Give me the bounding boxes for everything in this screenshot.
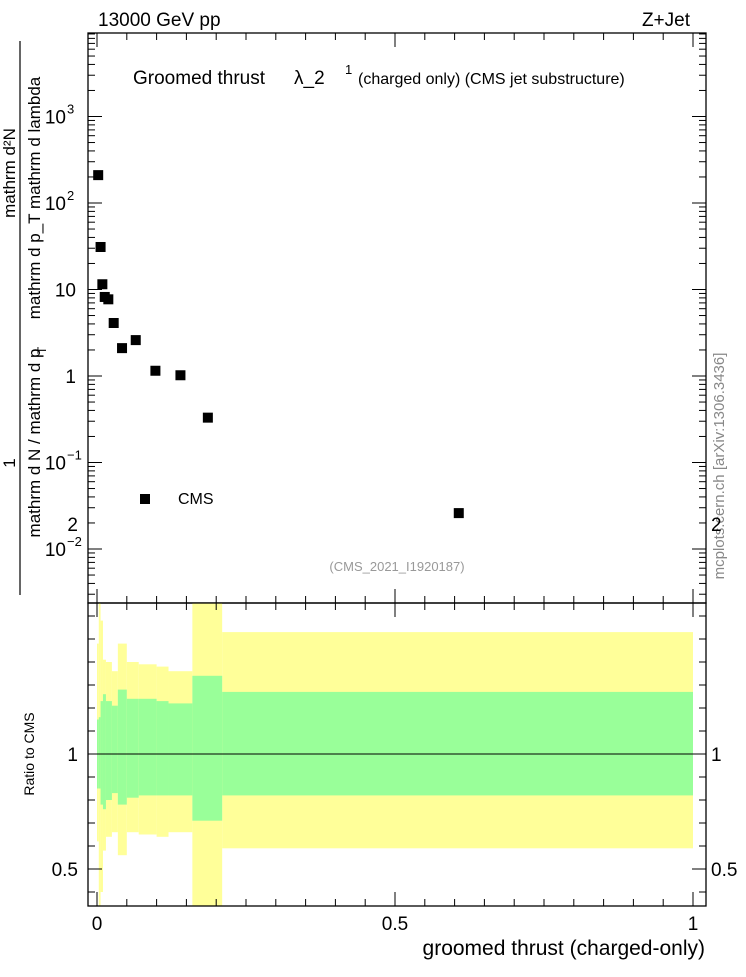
y-tick-label-exponent: 3 [67, 102, 74, 117]
data-point [93, 170, 104, 181]
y-label-denominator-left: mathrm d N / mathrm d p [25, 349, 44, 538]
header-right: Z+Jet [642, 10, 691, 31]
stat-band [102, 694, 106, 810]
y-tick-label: 10 [45, 454, 66, 475]
legend-marker-cms [140, 494, 150, 504]
stat-band [168, 703, 193, 796]
ratio-y-tick-label-right: 1 [711, 745, 722, 766]
y-label-numerator-bottom: mathrm d p_T mathrm d lambda [25, 76, 44, 319]
side-label: mcplots.cern.ch [arXiv:1306.3436] [711, 353, 728, 580]
ratio-y-tick-label-left: 2 [67, 515, 78, 536]
stat-band [138, 698, 157, 796]
x-tick-label: 1 [688, 914, 699, 935]
y-label-one: 1 [0, 458, 19, 467]
data-points [93, 170, 464, 519]
stat-band [100, 701, 103, 805]
stat-band [105, 701, 112, 800]
legend-label-cms: CMS [178, 491, 214, 508]
stat-band [222, 691, 693, 796]
x-tick-label: 0 [92, 914, 103, 935]
y-tick-label: 10 [45, 194, 66, 215]
ratio-y-tick-label-right: 0.5 [711, 860, 737, 881]
data-point [453, 508, 464, 519]
analysis-id: (CMS_2021_I1920187) [329, 559, 464, 574]
y-tick-label-exponent: 2 [67, 188, 74, 203]
ratio-x-axis: 0 0.5 1 [92, 603, 699, 935]
stat-band [111, 705, 118, 794]
stat-band [117, 689, 127, 805]
main-plot-frame [87, 32, 707, 604]
stat-band [98, 717, 101, 789]
plot-title-sup: 1 [345, 62, 352, 77]
y-tick-label-exponent: −1 [67, 448, 82, 463]
y-tick-label-exponent: −2 [67, 534, 82, 549]
stat-band [192, 675, 223, 821]
data-point [95, 241, 106, 252]
stat-band [126, 698, 139, 798]
data-point [117, 343, 128, 354]
data-point [97, 279, 108, 290]
plot-title-lambda: λ_2 [294, 68, 325, 89]
ratio-y-tick-label-left: 1 [67, 745, 78, 766]
main-x-ticks [96, 33, 694, 603]
stat-band [156, 701, 169, 796]
ratio-y-tick-label-left: 0.5 [52, 860, 78, 881]
data-point [130, 335, 141, 346]
x-tick-label: 0.5 [382, 914, 408, 935]
y-label-denominator-sub: T [35, 346, 49, 354]
plot-title-rest: (charged only) (CMS jet substructure) [358, 71, 625, 88]
ratio-y-tick-label-right: 2 [711, 515, 722, 536]
y-tick-label: 10 [45, 540, 66, 561]
y-tick-label: 10 [45, 108, 66, 129]
plot-title-main: Groomed thrust [133, 68, 266, 89]
header-left: 13000 GeV pp [98, 10, 221, 31]
y-tick-label: 1 [65, 367, 76, 388]
data-point [150, 365, 161, 376]
data-point [103, 294, 114, 305]
y-label-numerator-top: mathrm d²N [0, 128, 19, 218]
plot-title: Groomed thrust λ_2 1 (charged only) (CMS… [133, 62, 625, 89]
main-y-label: 1 mathrm d²N mathrm d N / mathrm d p T m… [0, 41, 49, 595]
x-axis-label: groomed thrust (charged-only) [423, 937, 705, 960]
y-tick-label: 10 [55, 281, 76, 302]
data-point [175, 370, 186, 381]
legend: CMS [140, 491, 214, 508]
ratio-y-label: Ratio to CMS [21, 712, 37, 795]
ratio-y-axis: 0.5 0.5 1 1 2 2 [52, 515, 737, 893]
data-point [202, 412, 213, 423]
data-point [108, 317, 119, 328]
